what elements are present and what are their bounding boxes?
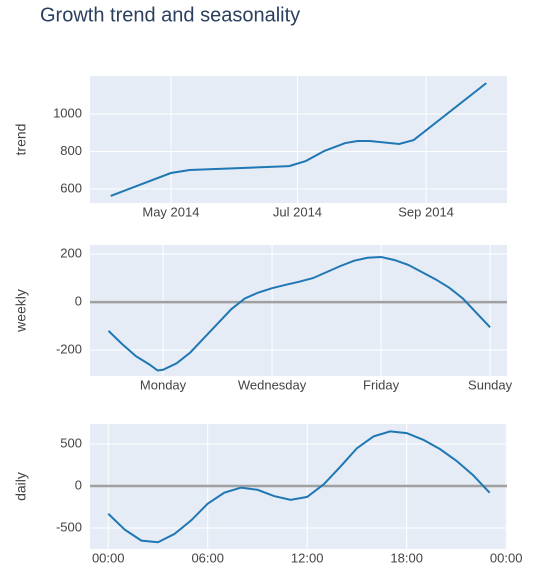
data-line <box>110 82 487 197</box>
x-tick-label: 06:00 <box>191 550 224 565</box>
y-tick-label: -500 <box>56 519 82 534</box>
x-tick-label: Monday <box>140 377 187 392</box>
x-tick-label: Wednesday <box>238 377 307 392</box>
x-tick-label: 00:00 <box>490 550 523 565</box>
chart-title: Growth trend and seasonality <box>40 4 300 26</box>
y-axis-title: daily <box>13 472 29 501</box>
y-tick-label: 500 <box>60 435 82 450</box>
x-tick-label: 00:00 <box>92 550 125 565</box>
y-tick-label: 0 <box>75 477 82 492</box>
x-tick-label: Friday <box>363 377 400 392</box>
y-axis-title: weekly <box>13 289 29 333</box>
x-tick-label: Sep 2014 <box>398 204 454 219</box>
x-tick-label: 18:00 <box>390 550 423 565</box>
x-tick-label: May 2014 <box>142 204 199 219</box>
data-line <box>107 255 491 372</box>
x-tick-label: Jul 2014 <box>273 204 322 219</box>
plot-area <box>90 245 507 376</box>
y-tick-label: 600 <box>60 180 82 195</box>
y-tick-label: 200 <box>60 246 82 261</box>
x-tick-label: 12:00 <box>291 550 324 565</box>
y-tick-label: 1000 <box>53 105 82 120</box>
plot-area <box>90 76 507 203</box>
y-tick-label: 800 <box>60 143 82 158</box>
y-axis-title: trend <box>13 124 29 156</box>
y-tick-label: 0 <box>75 294 82 309</box>
data-line <box>107 430 491 544</box>
y-tick-label: -200 <box>56 342 82 357</box>
x-tick-label: Sunday <box>468 377 513 392</box>
